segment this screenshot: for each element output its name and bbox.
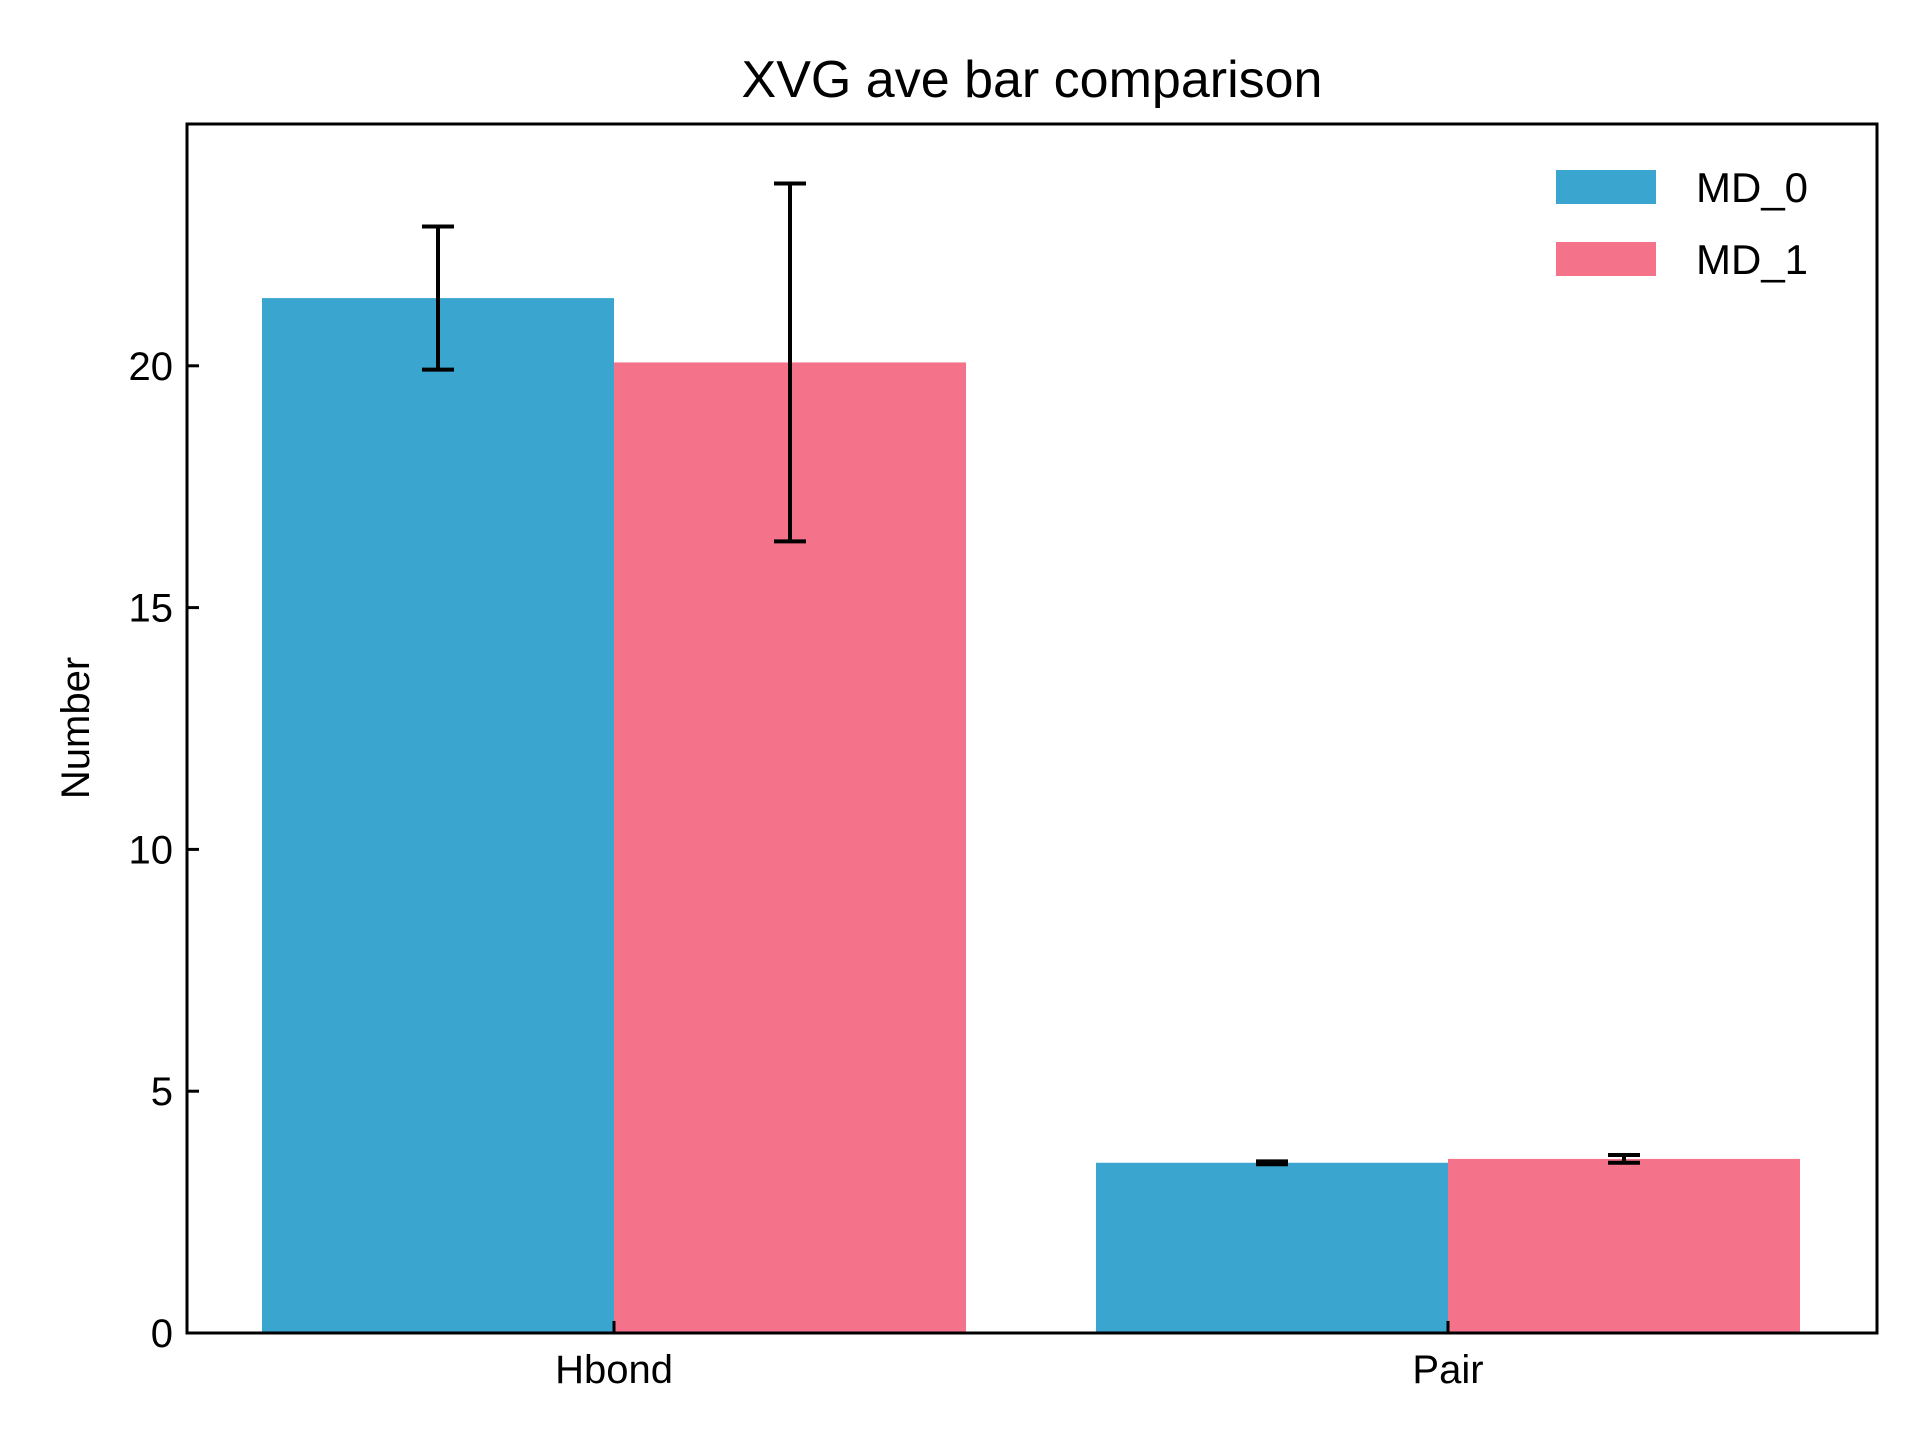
ticks-layer: 0 5 10 15 20 Hbond Pair [129,345,1484,1392]
y-tick-label-15: 15 [129,587,174,631]
x-tick-label-Hbond: Hbond [555,1348,673,1392]
y-tick-label-0: 0 [151,1312,173,1356]
x-tick-label-Pair: Pair [1412,1348,1483,1392]
legend-label-MD_1: MD_1 [1696,236,1808,283]
chart-title: XVG ave bar comparison [742,51,1323,109]
bars-layer [262,298,1800,1334]
error-bars-layer [422,181,1640,1167]
error-bar-MD_0-Pair [1256,1159,1288,1167]
legend-item-MD_0: MD_0 [1556,164,1808,211]
bar-MD_0-Pair [1096,1162,1448,1333]
error-bar-MD_1-Pair [1608,1153,1640,1165]
y-tick-label-10: 10 [129,828,174,872]
y-axis-label: Number [54,657,98,799]
legend: MD_0 MD_1 [1556,164,1808,283]
y-tick-label-20: 20 [129,345,174,389]
legend-label-MD_0: MD_0 [1696,164,1808,211]
legend-item-MD_1: MD_1 [1556,236,1808,283]
error-bar-MD_0-Hbond [422,224,454,372]
bar-MD_0-Hbond [262,298,614,1334]
error-bar-MD_1-Hbond [774,181,806,544]
y-tick-label-5: 5 [151,1070,173,1114]
legend-swatch-MD_0 [1556,170,1656,204]
plot-frame [185,122,1879,1335]
legend-swatch-MD_1 [1556,242,1656,276]
bar-MD_1-Pair [1448,1158,1800,1333]
